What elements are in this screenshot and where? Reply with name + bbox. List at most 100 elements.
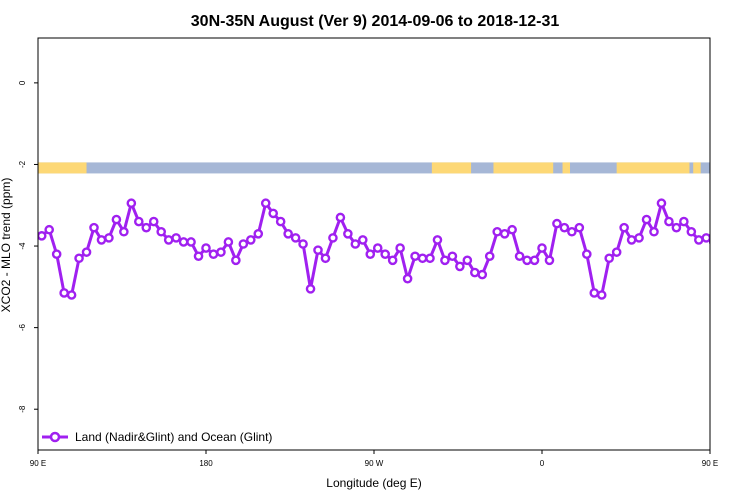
data-point: [544, 255, 555, 266]
legend-label: Land (Nadir&Glint) and Ocean (Glint): [75, 430, 272, 444]
data-point: [725, 253, 732, 260]
data-point: [380, 249, 391, 259]
land-segment: [38, 162, 87, 174]
data-point: [733, 244, 740, 251]
data-point: [455, 261, 465, 272]
data-point: [156, 226, 166, 237]
data-point: [701, 233, 710, 243]
data-point: [350, 239, 361, 249]
data-point: [410, 251, 420, 262]
land-segment: [431, 162, 472, 174]
series-group: [38, 198, 747, 300]
data-point: [619, 222, 629, 233]
data-point: [477, 269, 488, 280]
x-axis-label: Longitude (deg E): [326, 476, 421, 490]
data-point: [208, 249, 219, 259]
plot-frame: [37, 37, 711, 451]
data-point: [111, 214, 122, 225]
data-point: [559, 222, 570, 233]
data-point: [641, 214, 652, 225]
data-point: [320, 253, 331, 264]
y-tick-label: 0: [18, 80, 27, 85]
x-tick-label: 180: [199, 459, 213, 468]
data-point: [343, 229, 353, 239]
data-point: [402, 273, 413, 284]
data-point: [290, 233, 301, 243]
data-point: [171, 233, 181, 243]
data-point: [216, 247, 226, 257]
data-point: [133, 216, 144, 227]
data-point: [514, 251, 525, 262]
data-point: [440, 255, 450, 266]
data-point: [66, 290, 77, 300]
data-point: [656, 198, 667, 209]
y-axis: 0 -2 -4 -6 -8: [18, 80, 38, 413]
data-point: [417, 253, 428, 264]
legend: Land (Nadir&Glint) and Ocean (Glint): [42, 430, 272, 444]
data-point: [283, 229, 293, 239]
land-segment: [616, 162, 690, 174]
data-point: [686, 226, 697, 237]
data-point: [74, 253, 84, 264]
data-point: [634, 233, 644, 243]
data-point: [718, 238, 725, 245]
y-tick-label: -8: [18, 405, 27, 413]
legend-marker: [49, 431, 61, 443]
data-point: [126, 198, 137, 209]
data-point: [357, 235, 368, 245]
data-point: [552, 218, 562, 229]
data-point: [611, 247, 622, 257]
data-point: [529, 255, 540, 266]
x-tick-label: 90 W: [365, 459, 384, 468]
data-point: [231, 255, 241, 266]
data-point: [328, 233, 338, 243]
data-point: [492, 226, 503, 237]
data-point: [223, 237, 234, 247]
x-tick-label: 90 E: [702, 459, 718, 468]
x-tick-label: 0: [540, 459, 545, 468]
data-point: [335, 212, 346, 223]
data-point: [51, 249, 62, 259]
data-point: [260, 198, 271, 209]
y-tick-label: -6: [18, 324, 27, 332]
data-point: [507, 224, 517, 235]
data-point: [81, 247, 92, 257]
data-point: [275, 216, 286, 227]
series-line: [40, 201, 710, 297]
data-point: [305, 284, 316, 294]
data-point: [163, 235, 174, 245]
land-segment: [693, 162, 701, 174]
data-point: [119, 226, 129, 237]
data-point: [708, 238, 710, 245]
y-tick-label: -4: [18, 242, 27, 250]
data-point: [89, 222, 99, 233]
data-point: [253, 229, 264, 239]
x-tick-label: 90 E: [30, 459, 46, 468]
data-point: [365, 249, 376, 259]
data-point: [604, 253, 615, 264]
data-point: [484, 251, 495, 262]
data-point: [387, 255, 398, 266]
data-point: [59, 288, 69, 298]
data-point: [537, 243, 547, 253]
data-point: [447, 251, 458, 262]
data-point: [671, 222, 682, 233]
land-segment: [562, 162, 570, 174]
data-point: [589, 288, 600, 298]
data-point: [38, 231, 47, 241]
data-point: [44, 224, 55, 235]
data-point: [462, 255, 473, 266]
data-point: [469, 267, 480, 278]
data-point: [148, 216, 159, 227]
data-point: [372, 243, 383, 253]
data-point: [201, 243, 211, 253]
data-point: [193, 251, 204, 262]
y-tick-label: -2: [18, 160, 27, 168]
data-point: [574, 222, 585, 233]
data-point: [178, 237, 189, 247]
data-point: [649, 226, 659, 237]
data-point: [694, 235, 704, 245]
data-point: [740, 251, 747, 258]
